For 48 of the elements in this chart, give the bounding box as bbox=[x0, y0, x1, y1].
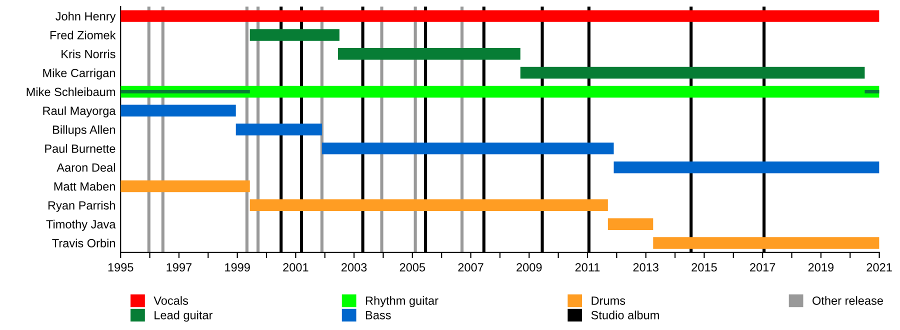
x-tick-label: 1997 bbox=[166, 263, 192, 272]
x-tick-label: 2017 bbox=[750, 263, 776, 272]
bar bbox=[520, 66, 865, 79]
bar bbox=[250, 199, 608, 212]
x-tick-label: 2015 bbox=[692, 263, 717, 272]
bar bbox=[250, 29, 340, 41]
y-tick-label: Billups Allen bbox=[53, 125, 115, 136]
bar bbox=[322, 142, 614, 154]
bar bbox=[120, 86, 880, 98]
bar bbox=[653, 237, 880, 249]
legend-label: Other release bbox=[812, 296, 883, 305]
x-tick-label: 1995 bbox=[108, 263, 134, 272]
bar bbox=[120, 10, 880, 22]
bar bbox=[864, 90, 880, 94]
legend-label: Drums bbox=[592, 296, 626, 305]
bar bbox=[120, 180, 250, 192]
legend-label: Studio album bbox=[591, 310, 659, 320]
x-tick-label: 2011 bbox=[575, 263, 600, 272]
legend-label: Lead guitar bbox=[154, 310, 213, 322]
y-tick-label: Raul Mayorga bbox=[43, 106, 116, 118]
x-tick-label: 2001 bbox=[283, 263, 308, 272]
bar bbox=[608, 218, 654, 230]
y-tick-label: Mike Carrigan bbox=[43, 68, 115, 80]
y-tick-label: Ryan Parrish bbox=[48, 200, 115, 212]
legend-label: Vocals bbox=[154, 296, 188, 305]
x-tick-label: 2005 bbox=[400, 263, 426, 272]
x-tick-label: 2009 bbox=[516, 263, 542, 272]
y-tick-label: Aaron Deal bbox=[56, 163, 115, 172]
x-tick-label: 2013 bbox=[633, 263, 658, 272]
x-tick-label: 2007 bbox=[458, 263, 484, 272]
x-tick-label: 2003 bbox=[342, 263, 367, 272]
x-tick-label: 2019 bbox=[808, 263, 834, 272]
legend-label: Bass bbox=[366, 311, 391, 320]
y-tick-label: Mike Schleibaum bbox=[26, 87, 115, 96]
x-tick-label: 1999 bbox=[225, 263, 250, 272]
y-tick-label: John Henry bbox=[56, 12, 116, 23]
bar bbox=[338, 48, 520, 60]
bar bbox=[120, 104, 236, 116]
bar bbox=[236, 124, 322, 136]
legend-label: Rhythm guitar bbox=[366, 296, 438, 308]
y-tick-label: Kris Norris bbox=[62, 50, 116, 58]
bar bbox=[614, 161, 880, 174]
y-tick-label: Matt Maben bbox=[54, 182, 115, 191]
y-tick-label: Travis Orbin bbox=[52, 238, 115, 248]
y-tick-label: Timothy Java bbox=[46, 220, 116, 231]
y-tick-label: Paul Burnette bbox=[45, 144, 116, 153]
y-tick-label: Fred Ziomek bbox=[50, 30, 116, 40]
x-tick-label: 2021 bbox=[866, 263, 892, 272]
